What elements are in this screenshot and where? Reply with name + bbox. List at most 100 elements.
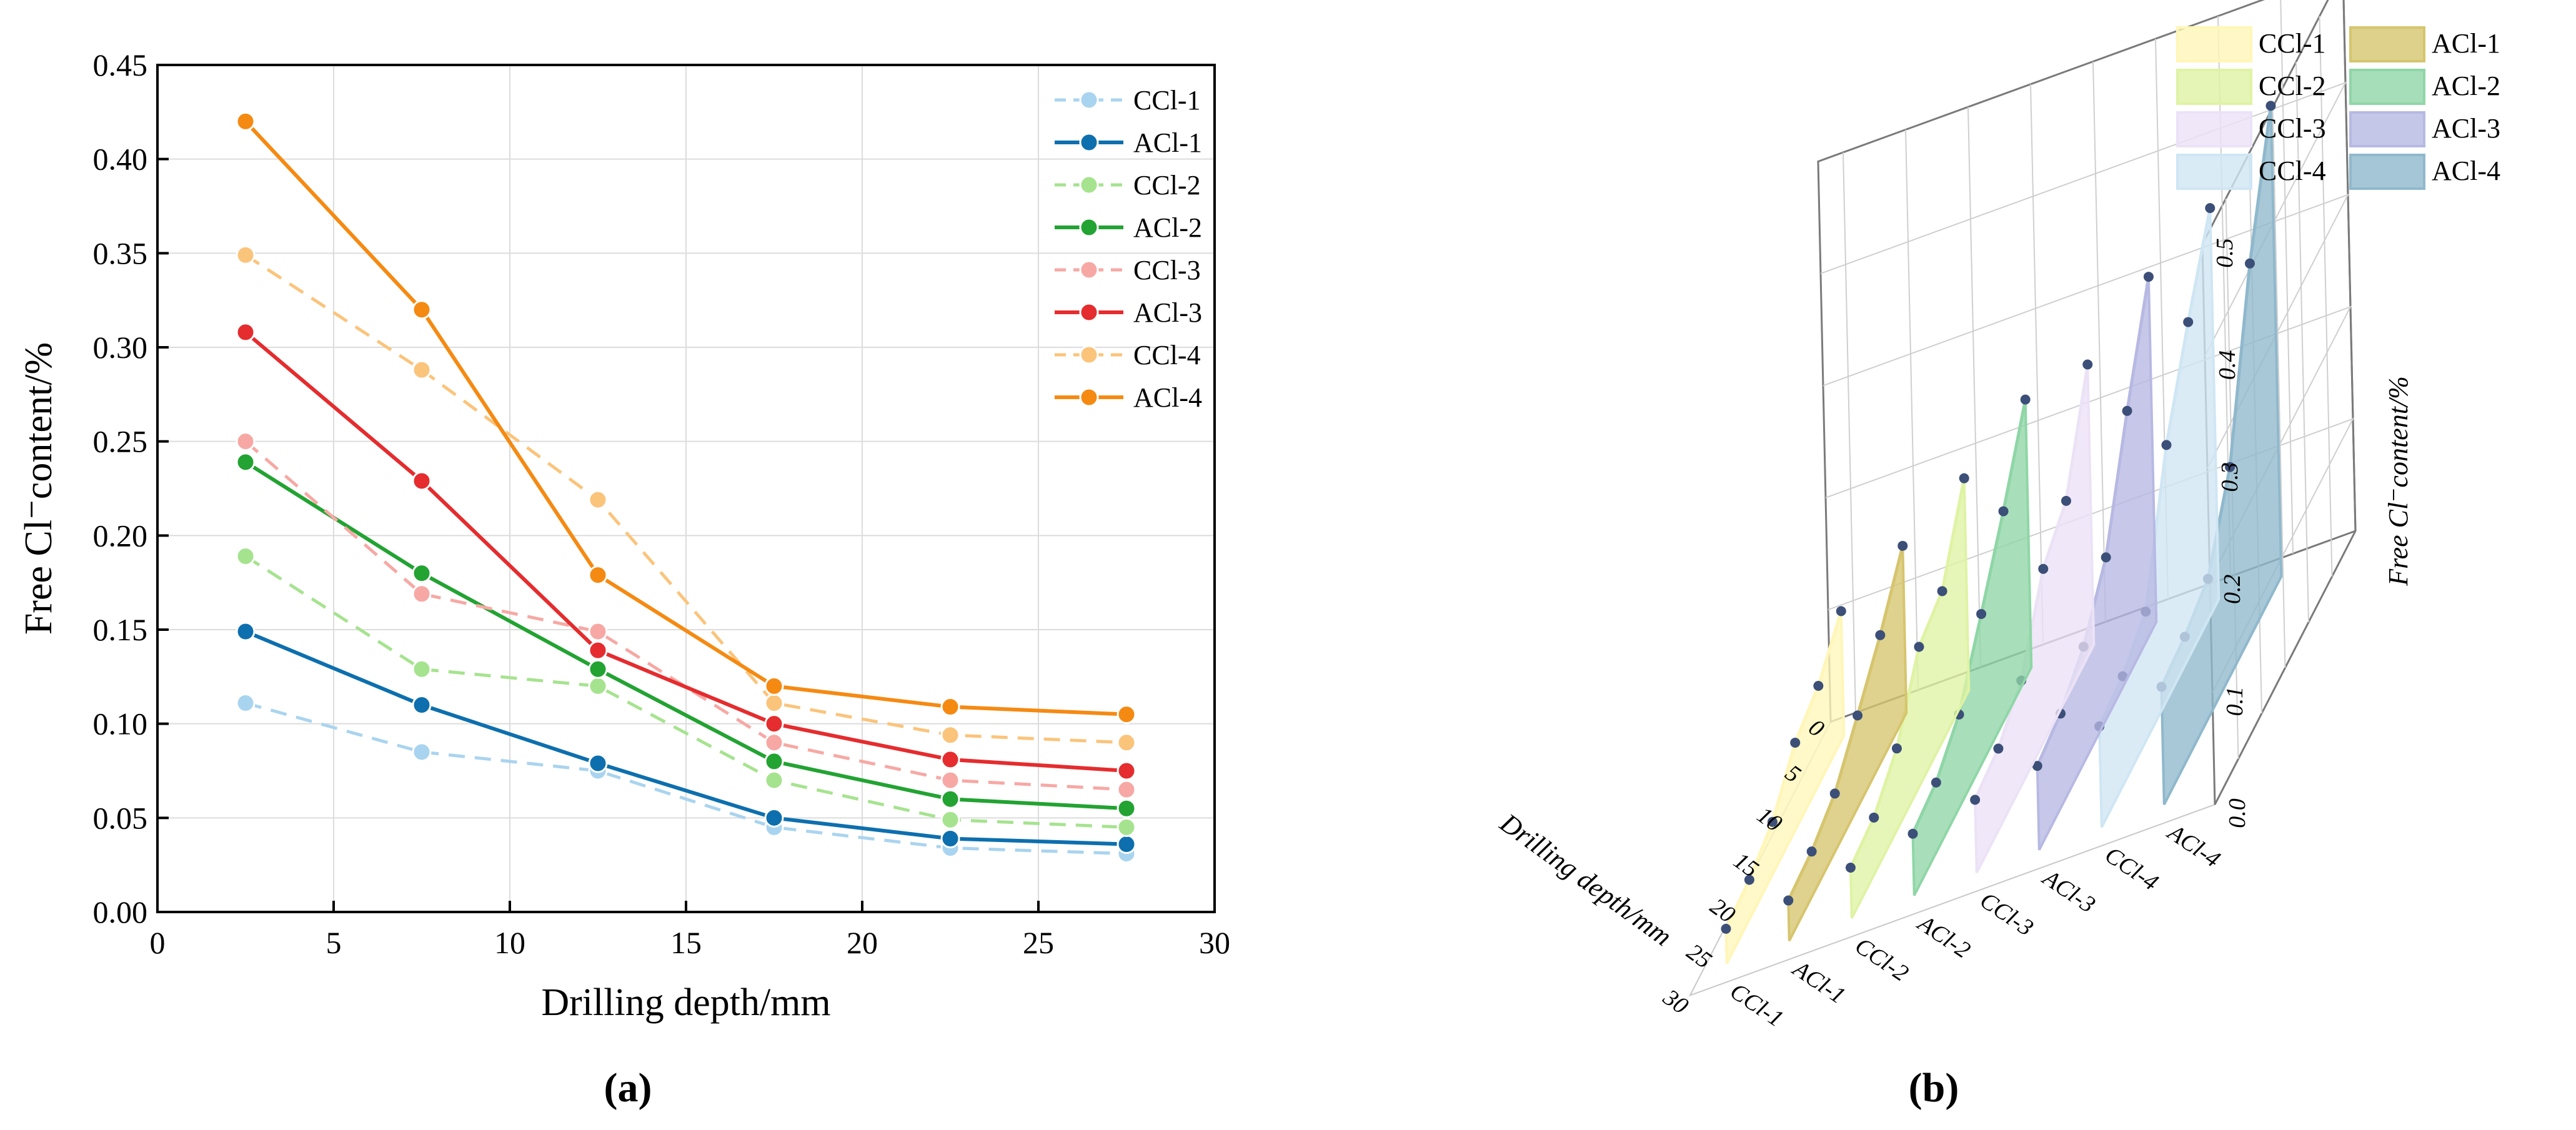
chart-a-legend-label: CCl-4: [1133, 340, 1201, 370]
chart-b-line-CCl-3: [1973, 364, 2089, 801]
chart-a-point-CCl-2: [1116, 817, 1136, 837]
chart-a-x-tick-label: 15: [670, 925, 702, 960]
chart-a-legend-marker: [1079, 132, 1099, 152]
chart-a-point-ACl-1: [588, 753, 608, 773]
chart-a-series-CCl-3: [236, 432, 1136, 800]
chart-a-legend-item: ACl-4: [1055, 382, 1202, 413]
chart-b-point-CCl-1: [1767, 816, 1778, 827]
chart-a-point-CCl-4: [1116, 733, 1136, 753]
chart-b-grid-line-x: [2272, 107, 2286, 668]
chart-b-grid-line-series: [1967, 107, 1981, 668]
chart-b-point-CCl-3: [2061, 495, 2071, 506]
chart-b-point-CCl-1: [1744, 875, 1754, 885]
chart-a-series-CCl-4: [236, 245, 1136, 753]
chart-b-point-ACl-2: [1907, 828, 1918, 839]
chart-b-legend-item: ACl-1: [2349, 26, 2500, 62]
chart-a-point-ACl-3: [764, 714, 784, 734]
chart-b-line-ACl-3: [2036, 276, 2151, 767]
chart-b-series-tick-label: ACl-1: [1787, 954, 1850, 1009]
chart-b-point-CCl-2: [1891, 743, 1902, 754]
chart-a-point-ACl-4: [236, 111, 256, 131]
chart-b-point-ACl-2: [1976, 608, 1987, 619]
chart-a-y-tick-label: 0.40: [93, 142, 148, 177]
chart-a-point-CCl-4: [412, 360, 432, 380]
chart-a-legend-marker: [1079, 175, 1099, 195]
chart-a-point-CCl-2: [588, 676, 608, 696]
chart-b-series-tick-label: ACl-4: [2162, 818, 2225, 873]
chart-a-point-ACl-4: [1116, 705, 1136, 725]
panel-a-caption: (a): [604, 1065, 652, 1111]
chart-a-y-axis: 0.00 0.05 0.10 0.15 0.20 0.25 0.30 0.35 0.40 0.45: [93, 47, 169, 929]
chart-a-point-ACl-4: [940, 697, 960, 717]
chart-a-y-tick-label: 0.05: [93, 800, 148, 835]
chart-b-point-ACl-1: [1829, 788, 1840, 799]
chart-b-point-CCl-2: [1959, 473, 1969, 483]
chart-a-y-tick-label: 0.20: [93, 518, 148, 553]
chart-b-series-tick-label: CCl-4: [2100, 841, 2163, 896]
chart-a-y-tick-label: 0.45: [93, 47, 148, 82]
chart-a-point-ACl-2: [588, 659, 608, 679]
chart-a-point-ACl-2: [412, 563, 432, 583]
chart-a-point-ACl-1: [1116, 835, 1136, 855]
chart-a-y-axis-label: Free Cl⁻content/%: [17, 342, 60, 635]
chart-b-grid-line-series: [1905, 129, 1919, 690]
panel-b-caption: (b): [1909, 1065, 1959, 1111]
chart-b-legend-swatch: [2176, 69, 2252, 105]
chart-b-z-tick-label: 0.4: [2214, 350, 2240, 380]
chart-a-y-tick-label: 0.30: [93, 330, 148, 365]
chart-a-point-CCl-3: [588, 622, 608, 642]
chart-a-x-tick-label: 25: [1023, 925, 1054, 960]
chart-b-ribbon-CCl-2: [1845, 473, 1971, 919]
chart-a-point-CCl-4: [940, 725, 960, 745]
chart-b-point-ACl-4: [2265, 101, 2276, 111]
chart-b-point-ACl-3: [2122, 405, 2132, 416]
chart-a-line-CCl-2: [244, 555, 1127, 829]
chart-a-point-ACl-3: [940, 750, 960, 770]
chart-b-ribbons: [1721, 101, 2283, 964]
chart-a-legend-marker: [1079, 260, 1099, 280]
chart-a-point-CCl-1: [236, 693, 256, 713]
chart-b-legend-label: ACl-3: [2432, 113, 2500, 144]
chart-a-legend-item: ACl-1: [1055, 127, 1202, 158]
chart-b-point-ACl-4: [2225, 462, 2235, 472]
chart-a-point-ACl-1: [764, 808, 784, 828]
chart-a-legend: CCl-1 ACl-1 CCl-2 ACl-2 CCl-3 ACl-3 CCl-4 ACl-4: [1055, 85, 1202, 413]
chart-a-point-ACl-1: [236, 622, 256, 642]
chart-b-point-CCl-1: [1721, 923, 1731, 934]
chart-a-x-axis-label: Drilling depth/mm: [541, 981, 830, 1024]
chart-b-legend-swatch: [2176, 111, 2252, 147]
chart-a-y-tick-label: 0.15: [93, 612, 148, 647]
chart-b-point-CCl-4: [2205, 203, 2215, 214]
chart-a-legend-marker: [1079, 90, 1099, 110]
chart-b-z-axis-label: Free Cl⁻content/%: [2383, 376, 2414, 587]
chart-b-legend-item: ACl-2: [2349, 69, 2500, 105]
line-chart-panel-a: 0 5 10 15 20 25 30 0.00 0.05 0.10 0.15 0.20 0.25 0.3…: [17, 47, 1230, 1111]
chart-a-y-tick-label: 0.25: [93, 424, 148, 459]
chart-b-ribbon-ACl-1: [1783, 540, 1908, 942]
chart-b-legend-label: CCl-3: [2259, 113, 2326, 144]
chart-a-legend-item: CCl-2: [1055, 170, 1201, 201]
chart-a-series-group: [236, 111, 1136, 864]
chart-b-x-axis-label: Drilling depth/mm: [1494, 807, 1678, 952]
chart-a-legend-label: ACl-2: [1133, 212, 1202, 243]
chart-a-point-CCl-4: [236, 245, 256, 265]
chart-a-legend-item: ACl-2: [1055, 212, 1202, 243]
chart-b-line-ACl-1: [1787, 545, 1904, 901]
chart-b-point-ACl-3: [2101, 552, 2111, 563]
chart-b-point-CCl-3: [2038, 563, 2049, 574]
chart-b-legend-item: ACl-4: [2349, 154, 2500, 190]
chart-a-series-ACl-2: [236, 452, 1136, 818]
chart-a-x-axis: 0 5 10 15 20 25 30: [150, 901, 1230, 960]
chart-a-point-CCl-2: [940, 810, 960, 830]
chart-b-grid-line-series: [2092, 61, 2106, 622]
chart-b-point-CCl-2: [1914, 642, 1924, 652]
chart-a-line-CCl-3: [244, 440, 1127, 791]
chart-a-legend-marker: [1079, 302, 1099, 322]
chart-b-ribbon-ACl-2: [1907, 394, 2033, 896]
chart-a-point-ACl-2: [1116, 798, 1136, 818]
chart-b-z-tick-label: 0.2: [2219, 574, 2245, 604]
chart-b-line-CCl-1: [1724, 610, 1843, 929]
chart-a-x-tick-label: 0: [150, 925, 166, 960]
chart-b-legend-item: CCl-3: [2176, 111, 2326, 147]
chart-b-point-CCl-2: [1845, 863, 1856, 873]
